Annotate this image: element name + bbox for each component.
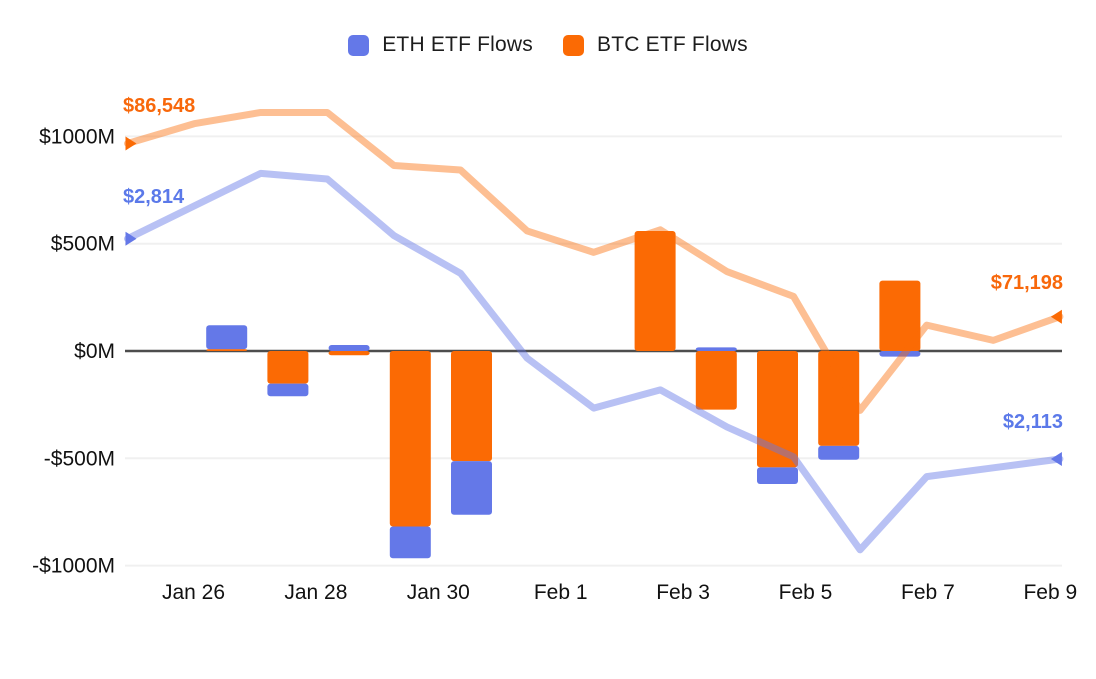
bar-btc-feb-6[interactable] — [818, 351, 860, 446]
bar-btc-feb-3[interactable] — [634, 231, 676, 351]
bar-eth-feb-7[interactable] — [879, 351, 921, 357]
x-axis-label-jan-30: Jan 30 — [407, 581, 470, 604]
eth-swatch-icon — [348, 34, 370, 56]
bar-eth-feb-5[interactable] — [757, 467, 798, 485]
x-axis-label-feb-9: Feb 9 — [1023, 581, 1077, 604]
legend-label-btc: BTC ETF Flows — [597, 33, 748, 56]
x-axis-label-jan-28: Jan 28 — [284, 581, 347, 604]
btc-line-end-marker — [1050, 309, 1062, 324]
legend-item-btc[interactable]: BTC ETF Flows — [563, 33, 748, 57]
eth-line-start-marker — [125, 231, 137, 246]
x-axis-label-feb-3: Feb 3 — [656, 581, 710, 604]
bar-btc-feb-5[interactable] — [757, 351, 798, 468]
bar-eth-jan-27[interactable] — [206, 325, 248, 350]
eth-price-line[interactable] — [124, 169, 1064, 554]
eth-line-end-marker — [1050, 452, 1062, 466]
bar-btc-jan-31[interactable] — [451, 351, 492, 462]
bar-eth-jan-29[interactable] — [328, 344, 370, 351]
chart-legend: ETH ETF Flows BTC ETF Flows — [0, 33, 1096, 57]
bar-btc-jan-28[interactable] — [267, 351, 309, 384]
btc-price-annotation-86548: $86,548 — [123, 95, 195, 117]
legend-item-eth[interactable]: ETH ETF Flows — [348, 33, 533, 57]
bar-eth-jan-28[interactable] — [267, 383, 309, 397]
bar-btc-feb-4[interactable] — [695, 351, 737, 410]
btc-line-start-marker — [125, 136, 137, 151]
bar-eth-jan-30[interactable] — [389, 526, 431, 559]
y-axis-label--1000: -$1000M — [32, 555, 115, 578]
eth-price-annotation-2814: $2,814 — [123, 186, 185, 208]
bar-eth-feb-6[interactable] — [818, 445, 860, 460]
btc-swatch-icon — [563, 34, 584, 56]
y-axis-label-500: $500M — [51, 233, 115, 256]
bar-btc-jan-30[interactable] — [389, 351, 431, 527]
legend-label-eth: ETH ETF Flows — [382, 33, 533, 56]
y-axis-label-1000: $1000M — [39, 125, 115, 148]
bar-btc-feb-7[interactable] — [879, 280, 921, 351]
x-axis-label-feb-7: Feb 7 — [901, 581, 955, 604]
bar-eth-jan-31[interactable] — [451, 461, 492, 515]
x-axis-label-jan-26: Jan 26 — [162, 581, 225, 604]
y-axis-label--500: -$500M — [44, 447, 115, 470]
bar-eth-feb-4[interactable] — [695, 347, 737, 351]
eth-price-annotation-2113: $2,113 — [1003, 411, 1063, 433]
bar-btc-jan-29[interactable] — [328, 351, 370, 356]
x-axis-label-feb-1: Feb 1 — [534, 581, 588, 604]
x-axis-label-feb-5: Feb 5 — [779, 581, 833, 604]
y-axis-label-0: $0M — [74, 340, 115, 363]
btc-price-annotation-71198: $71,198 — [991, 272, 1063, 294]
btc-price-line[interactable] — [124, 108, 1064, 414]
bar-btc-jan-27[interactable] — [206, 349, 248, 351]
